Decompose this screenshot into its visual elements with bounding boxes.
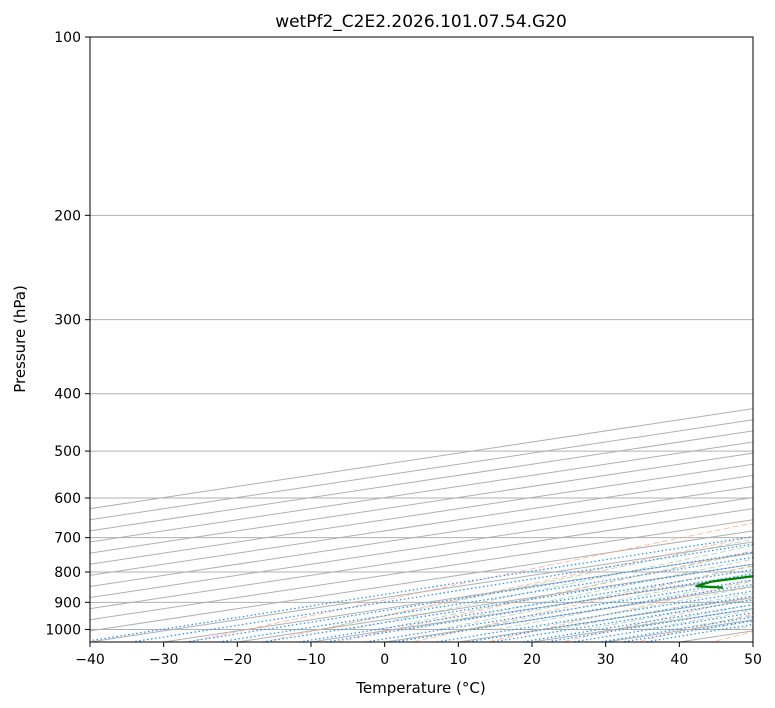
isotherm-line xyxy=(90,508,753,610)
mixing-ratio-line xyxy=(181,551,753,642)
dry-adiabat-line xyxy=(335,550,753,642)
x-tick-label: −40 xyxy=(75,652,105,668)
mixing-ratio-line xyxy=(90,535,753,642)
moist-adiabat-line xyxy=(379,551,753,630)
x-tick-label: −10 xyxy=(296,652,326,668)
y-tick-label: 300 xyxy=(54,313,81,329)
y-tick-label: 800 xyxy=(54,565,81,581)
y-tick-label: 100 xyxy=(54,30,81,46)
background-lines xyxy=(90,37,753,642)
x-tick-label: 20 xyxy=(523,652,541,668)
x-tick-label: −20 xyxy=(223,652,253,668)
dry-adiabat-line xyxy=(410,565,753,642)
dry-adiabat-line xyxy=(560,596,753,642)
mixing-ratio-line xyxy=(295,569,753,642)
isotherm-line xyxy=(90,497,753,599)
mixing-ratio-line xyxy=(361,579,753,642)
mixing-ratio-line xyxy=(215,556,753,642)
x-tick-label: 30 xyxy=(597,652,615,668)
y-tick-label: 700 xyxy=(54,531,81,547)
dry-adiabat-line xyxy=(186,522,753,642)
isotherm-line xyxy=(90,485,753,587)
isotherm-line xyxy=(90,541,753,642)
moist-adiabat-line xyxy=(349,544,753,630)
x-tick-label: 10 xyxy=(449,652,467,668)
mixing-ratio-line xyxy=(641,623,753,642)
isotherm-line xyxy=(90,519,753,621)
moist-adiabat-line xyxy=(320,538,753,630)
y-tick-label: 1000 xyxy=(45,622,81,638)
y-tick-label: 600 xyxy=(54,491,81,507)
isotherm-line xyxy=(90,530,753,632)
y-tick-label: 900 xyxy=(54,595,81,611)
dry-adiabat-line xyxy=(261,536,753,642)
axis-ticks: −40 −30 −20 −10 0 10 20 30 40 50 100 200 300 400 500 60… xyxy=(45,30,762,668)
y-axis-label: Pressure (hPa) xyxy=(11,285,29,393)
x-tick-label: 40 xyxy=(670,652,688,668)
moist-adiabat-line xyxy=(526,586,753,630)
moist-adiabat-line xyxy=(408,558,753,630)
x-tick-label: 50 xyxy=(744,652,762,668)
mixing-ratio-line xyxy=(322,573,753,642)
x-axis-label: Temperature (°C) xyxy=(355,679,485,697)
y-tick-label: 400 xyxy=(54,387,81,403)
y-tick-label: 500 xyxy=(54,444,81,460)
y-tick-label: 200 xyxy=(54,208,81,224)
isotherm-line xyxy=(90,463,753,565)
mixing-ratio-line xyxy=(390,583,753,642)
isotherm-line xyxy=(90,452,753,554)
chart-title: wetPf2_C2E2.2026.101.07.54.G20 xyxy=(275,12,567,32)
x-tick-label: 0 xyxy=(380,652,389,668)
isotherm-line xyxy=(90,474,753,576)
plot-frame xyxy=(89,36,754,643)
x-tick-label: −30 xyxy=(149,652,179,668)
moist-adiabat-line xyxy=(438,565,753,630)
plot-background xyxy=(90,37,753,642)
